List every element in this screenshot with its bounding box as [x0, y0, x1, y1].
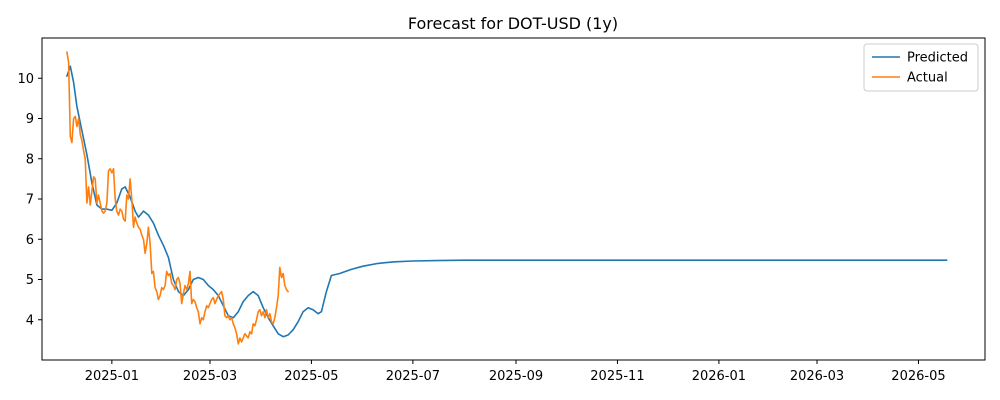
- x-tick-label: 2025-01: [85, 369, 139, 384]
- series-line-predicted: [66, 65, 948, 338]
- y-tick-label: 6: [26, 233, 34, 248]
- y-tick-label: 8: [26, 152, 34, 167]
- legend: Predicted Actual: [863, 43, 979, 92]
- x-tick-label: 2025-07: [386, 369, 440, 384]
- x-tick-label: 2026-01: [692, 369, 746, 384]
- legend-box: [863, 43, 979, 92]
- series-line-actual: [66, 51, 289, 345]
- x-tick-label: 2026-05: [891, 369, 945, 384]
- x-tick-label: 2026-03: [790, 369, 844, 384]
- chart-title: Forecast for DOT-USD (1y): [408, 14, 618, 33]
- x-tick-label: 2025-05: [284, 369, 338, 384]
- x-tick-label: 2025-11: [590, 369, 644, 384]
- y-tick-label: 7: [26, 193, 34, 208]
- y-tick-label: 9: [26, 112, 34, 127]
- plot-lines: [66, 51, 948, 345]
- x-tick-label: 2025-03: [183, 369, 237, 384]
- x-axis: 2025-01 2025-03 2025-05 2025-07 2025-09 2025-…: [85, 360, 946, 384]
- y-tick-label: 5: [26, 273, 34, 288]
- y-tick-label: 10: [17, 72, 34, 87]
- legend-label: Predicted: [907, 51, 968, 66]
- x-tick-label: 2025-09: [489, 369, 543, 384]
- y-tick-label: 4: [26, 313, 34, 328]
- plot-frame: [41, 37, 986, 361]
- legend-label: Actual: [907, 71, 948, 86]
- y-axis: 4 5 6 7 8 9 10: [17, 72, 42, 328]
